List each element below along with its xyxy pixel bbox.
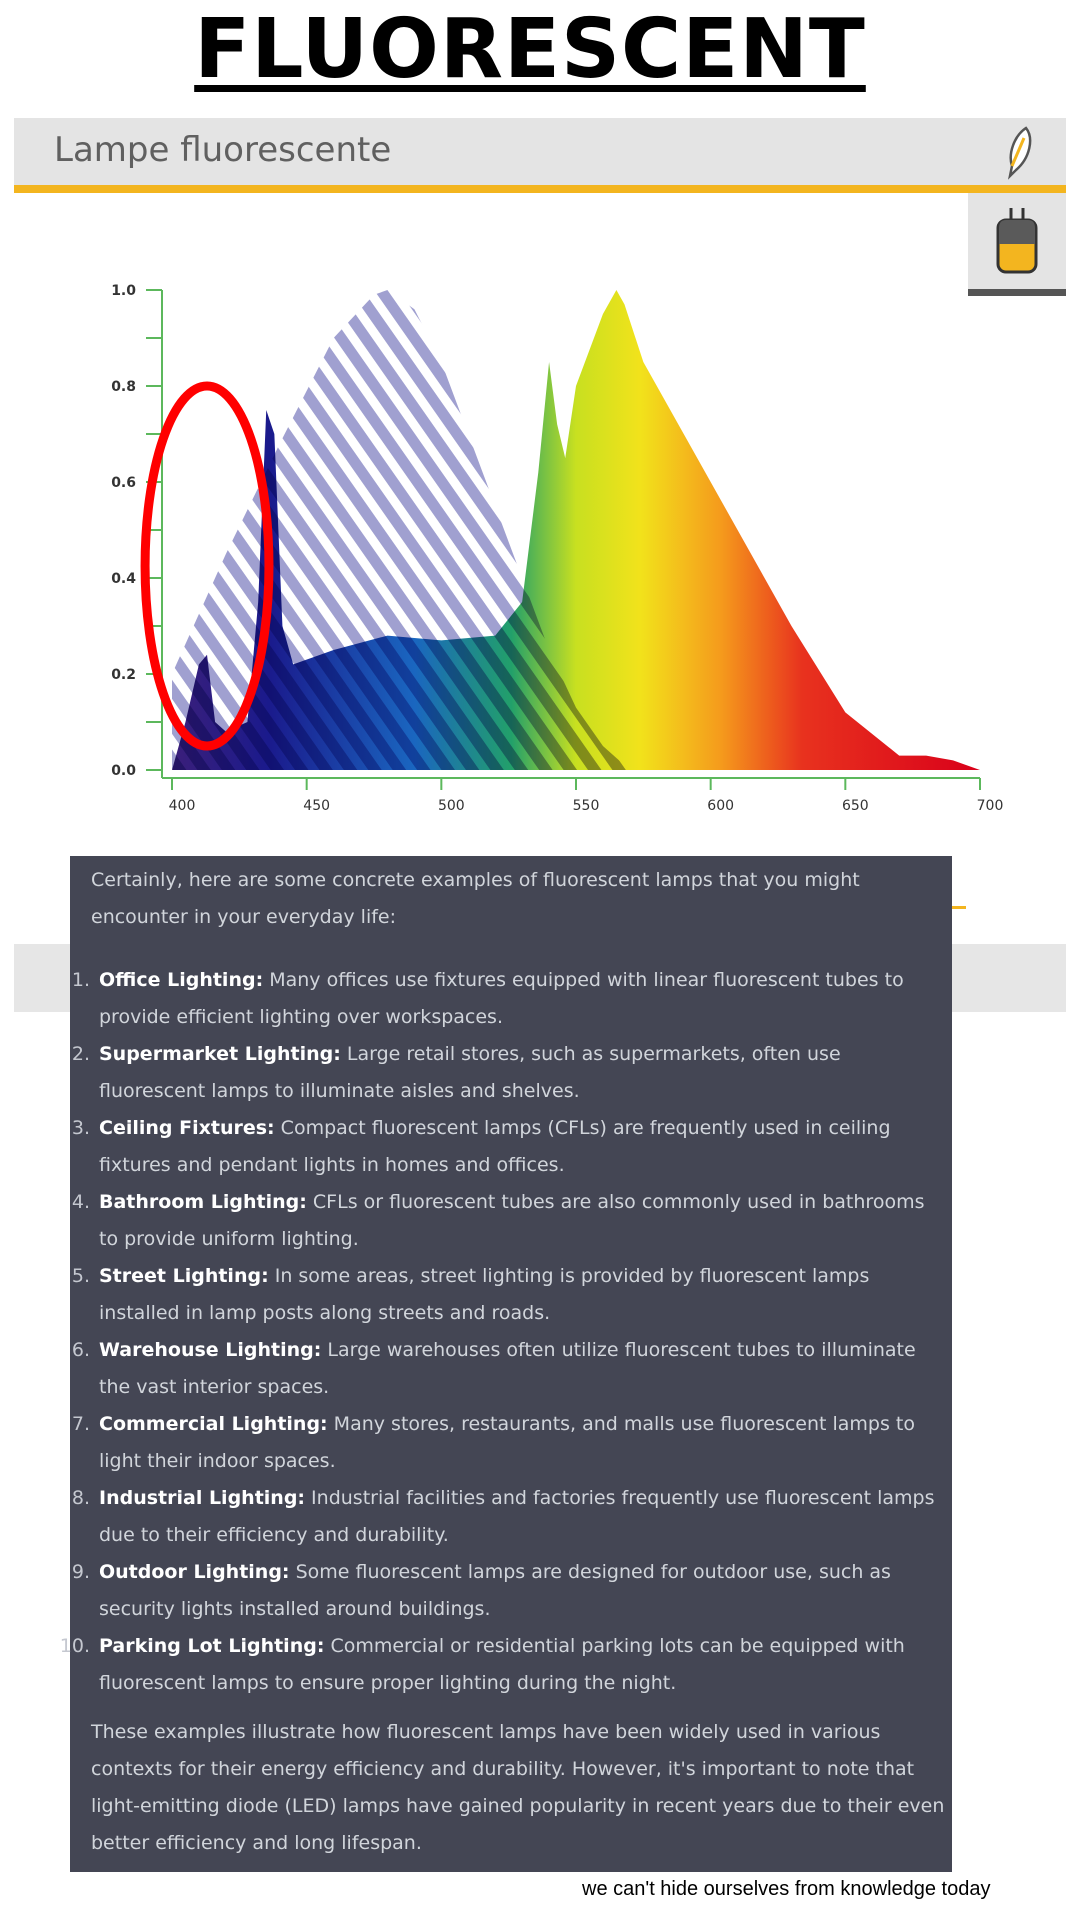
list-item-title: Parking Lot Lighting: [99, 1635, 325, 1657]
y-tick-label: 0.0 [111, 763, 136, 779]
slide-header [14, 118, 1066, 186]
x-tick-label: 500 [438, 798, 465, 814]
list-item-title: Bathroom Lighting: [99, 1191, 307, 1213]
list-item: 2. Supermarket Lighting: Large retail sto… [70, 1036, 949, 1110]
list-item-text: Compact fluorescent lamps (CFLs) are fre… [99, 1117, 891, 1176]
feather-pen-icon [1007, 126, 1032, 180]
list-item-text: CFLs or fluorescent tubes are also commo… [99, 1191, 925, 1250]
list-item-title: Street Lighting: [99, 1265, 269, 1287]
page-title: FLUORESCENT [194, 2, 866, 97]
list-item: 4. Bathroom Lighting: CFLs or fluorescent… [70, 1184, 949, 1258]
list-item-text: In some areas, street lighting is provid… [99, 1265, 870, 1324]
x-tick-label: 450 [303, 798, 330, 814]
chat-list: 1. Office Lighting: Many offices use fixt… [60, 962, 950, 1702]
list-item-text: Many stores, restaurants, and malls use … [99, 1413, 916, 1472]
slide-header-accent-line [14, 185, 1066, 193]
x-tick-label: 700 [977, 798, 1004, 814]
list-number: 7. [71, 1413, 90, 1435]
list-item-text: Large warehouses often utilize fluoresce… [99, 1339, 916, 1398]
list-item-title: Commercial Lighting: [99, 1413, 328, 1435]
x-tick-label: 550 [573, 798, 600, 814]
chat-response: Certainly, here are some concrete exampl… [60, 856, 952, 1872]
x-tick-label: 400 [169, 798, 196, 814]
list-number: 9. [71, 1561, 90, 1583]
red-circle-annotation [140, 381, 274, 751]
list-item-title: Office Lighting: [99, 969, 264, 991]
list-number: 6. [71, 1339, 90, 1361]
slide-accent-dash [948, 906, 966, 909]
spectrum-chart: 0.0 0.2 0.4 0.6 0.8 1.0 400 450 500 550 600 650 700 [111, 283, 1004, 814]
list-item: 5. Street Lighting: In some areas, street… [70, 1258, 949, 1332]
list-item-text: Commercial or residential parking lots c… [99, 1635, 905, 1694]
list-item: 8. Industrial Lighting: Industrial facili… [70, 1480, 949, 1554]
y-tick-label: 1.0 [111, 283, 136, 299]
slide-title: Lampe fluorescente [54, 130, 392, 170]
y-tick-label: 0.4 [111, 571, 136, 587]
list-number: 10. [59, 1635, 90, 1657]
list-item: 6. Warehouse Lighting: Large warehouses o… [70, 1332, 949, 1406]
caption-text: we can't hide ourselves from knowledge t… [582, 1878, 991, 1900]
list-item-text: Industrial facilities and factories freq… [99, 1487, 935, 1546]
x-tick-label: 600 [707, 798, 734, 814]
y-tick-label: 0.6 [111, 475, 136, 491]
list-number: 4. [71, 1191, 90, 1213]
list-number: 5. [71, 1265, 90, 1287]
chat-outro: These examples illustrate how fluorescen… [91, 1721, 945, 1854]
y-tick-label: 0.8 [111, 379, 136, 395]
list-number: 2. [71, 1043, 90, 1065]
list-item-title: Outdoor Lighting: [99, 1561, 290, 1583]
list-number: 3. [71, 1117, 90, 1139]
list-item-text: Large retail stores, such as supermarket… [99, 1043, 841, 1102]
list-item-title: Industrial Lighting: [99, 1487, 306, 1509]
reference-hatched-area [172, 290, 630, 770]
chat-intro: Certainly, here are some concrete exampl… [91, 869, 860, 928]
list-item-title: Warehouse Lighting: [99, 1339, 322, 1361]
list-item: 10. Parking Lot Lighting: Commercial or r… [60, 1628, 949, 1702]
list-item: 1. Office Lighting: Many offices use fixt… [70, 962, 949, 1036]
list-number: 8. [71, 1487, 90, 1509]
list-item-text: Many offices use fixtures equipped with … [99, 969, 904, 1028]
list-item: 9. Outdoor Lighting: Some fluorescent lam… [70, 1554, 949, 1628]
list-item-title: Ceiling Fixtures: [99, 1117, 275, 1139]
list-item-text: Some fluorescent lamps are designed for … [99, 1561, 891, 1620]
list-item: 7. Commercial Lighting: Many stores, rest… [70, 1406, 949, 1480]
list-number: 1. [71, 969, 90, 991]
y-tick-label: 0.2 [111, 667, 136, 683]
battery-icon [996, 208, 1038, 274]
x-tick-label: 650 [842, 798, 869, 814]
list-item: 3. Ceiling Fixtures: Compact fluorescent … [70, 1110, 949, 1184]
list-item-title: Supermarket Lighting: [99, 1043, 341, 1065]
